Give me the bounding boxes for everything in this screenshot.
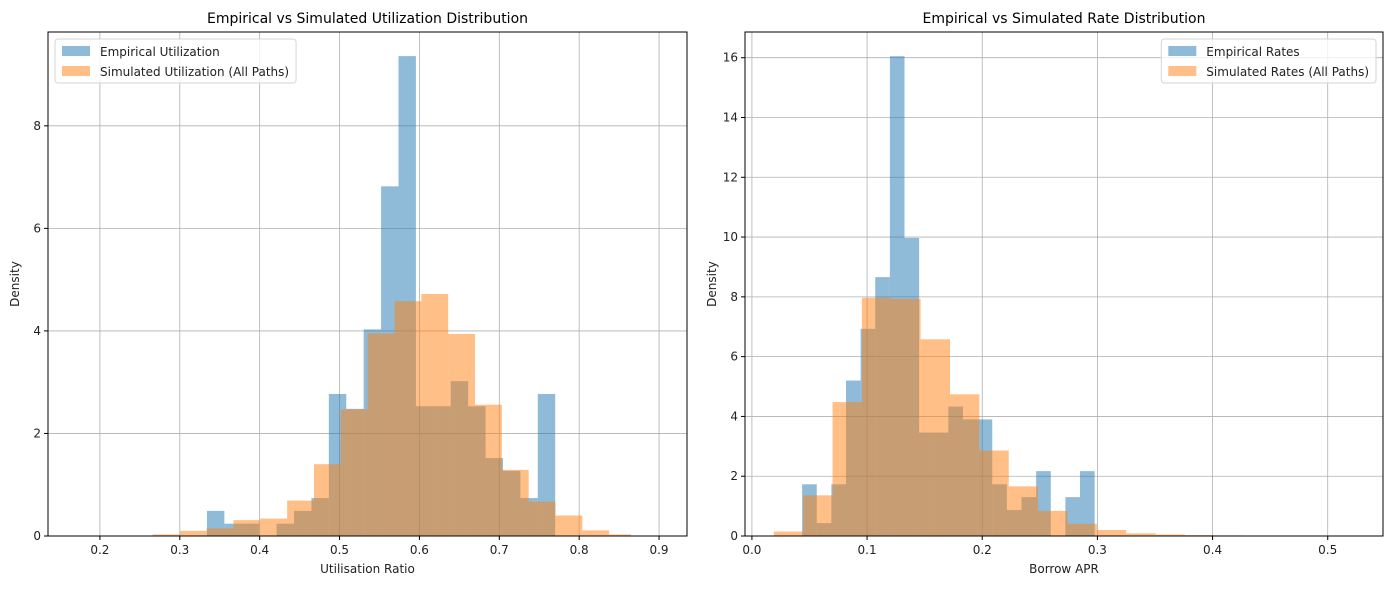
- y-tick-label: 8: [33, 119, 41, 133]
- simulated-bar: [528, 501, 556, 536]
- simulated-bar: [803, 495, 833, 536]
- simulated-bar: [891, 298, 921, 536]
- y-tick-label: 0: [33, 529, 41, 543]
- simulated-bar: [394, 301, 422, 536]
- simulated-bar: [179, 530, 207, 536]
- simulated-bar: [979, 450, 1009, 536]
- legend-label-simulated: Simulated Rates (All Paths): [1206, 65, 1369, 79]
- simulated-bar: [555, 515, 583, 536]
- simulated-bar: [475, 404, 502, 536]
- simulated-bar: [1038, 510, 1068, 536]
- legend-label-simulated: Simulated Utilization (All Paths): [100, 65, 289, 79]
- simulated-bar: [1096, 530, 1127, 536]
- legend-label-empirical: Empirical Rates: [1206, 45, 1299, 59]
- simulated-bar: [448, 333, 476, 536]
- chart-title: Empirical vs Simulated Rate Distribution: [923, 11, 1206, 27]
- y-tick-label: 0: [730, 529, 738, 543]
- y-tick-label: 2: [730, 469, 738, 483]
- simulated-bar: [1126, 533, 1156, 536]
- y-tick-label: 10: [723, 230, 738, 244]
- simulated-bar: [920, 339, 950, 536]
- x-tick-label: 0.4: [1203, 543, 1222, 557]
- x-tick-label: 0.8: [570, 543, 589, 557]
- y-axis-label: Density: [705, 261, 719, 307]
- x-tick-label: 0.6: [410, 543, 429, 557]
- legend-swatch-simulated: [1168, 66, 1197, 76]
- legend: Empirical Utilization Simulated Utilizat…: [54, 38, 297, 84]
- legend-swatch-empirical: [1168, 46, 1197, 56]
- empirical-bar: [537, 393, 556, 536]
- x-tick-label: 0.4: [250, 543, 269, 557]
- x-tick-label: 0.5: [330, 543, 349, 557]
- legend-box: [54, 38, 297, 84]
- simulated-bar: [773, 531, 804, 536]
- plot-frame: [47, 31, 688, 537]
- x-tick-label: 0.9: [649, 543, 668, 557]
- simulated-bar: [206, 528, 234, 536]
- simulated-bar: [340, 409, 368, 536]
- simulated-bar: [260, 518, 288, 536]
- y-tick-label: 4: [33, 324, 41, 338]
- y-tick-label: 14: [723, 110, 738, 124]
- simulated-bar: [861, 297, 892, 536]
- x-tick-label: 0.1: [858, 543, 877, 557]
- legend: Empirical Rates Simulated Rates (All Pat…: [1160, 38, 1377, 84]
- y-tick-label: 8: [730, 290, 738, 304]
- utilization-histogram-panel: 0.2 0.3 0.4 0.5 0.6 0.7 0.8 0.9 0 2 4 6 8 Empirical …: [8, 11, 688, 576]
- y-axis-label: Density: [8, 261, 22, 307]
- x-axis-label: Utilisation Ratio: [320, 562, 415, 576]
- simulated-bar: [609, 534, 632, 536]
- simulated-bar: [233, 520, 261, 536]
- simulated-bar: [313, 464, 341, 536]
- legend-label-empirical: Empirical Utilization: [100, 45, 220, 59]
- y-tick-label: 2: [33, 426, 41, 440]
- simulated-bar: [949, 394, 980, 536]
- x-tick-label: 0.2: [973, 543, 992, 557]
- y-tick-label: 4: [730, 409, 738, 423]
- legend-swatch-simulated: [62, 66, 90, 76]
- chart-title: Empirical vs Simulated Utilization Distr…: [207, 11, 528, 27]
- y-tick-label: 16: [723, 51, 738, 65]
- plot-frame: [744, 31, 1384, 537]
- y-tick-label: 12: [723, 170, 738, 184]
- x-tick-label: 0.3: [1088, 543, 1107, 557]
- y-tick-label: 6: [730, 350, 738, 364]
- simulated-bar: [832, 402, 862, 536]
- empirical-bar: [1080, 471, 1095, 536]
- simulated-bar: [421, 293, 449, 536]
- x-tick-label: 0.5: [1318, 543, 1337, 557]
- x-axis-label: Borrow APR: [1029, 562, 1099, 576]
- simulated-bar: [1155, 534, 1185, 536]
- legend-swatch-empirical: [62, 46, 90, 56]
- simulated-bar: [1067, 523, 1097, 536]
- simulated-bar: [582, 530, 610, 536]
- rate-histogram-panel: 0.0 0.1 0.2 0.3 0.4 0.5 0 2 4 6 8 10 12 14 16 Empirica…: [705, 11, 1384, 576]
- simulated-bar: [1008, 486, 1039, 536]
- legend-box: [1160, 38, 1377, 84]
- simulated-bar: [287, 500, 314, 536]
- x-tick-label: 0.0: [742, 543, 761, 557]
- x-tick-label: 0.2: [90, 543, 109, 557]
- y-tick-label: 6: [33, 221, 41, 235]
- x-tick-label: 0.3: [170, 543, 189, 557]
- simulated-bar: [501, 469, 529, 536]
- x-tick-label: 0.7: [490, 543, 509, 557]
- simulated-bar: [367, 333, 395, 536]
- simulated-bar: [152, 534, 180, 536]
